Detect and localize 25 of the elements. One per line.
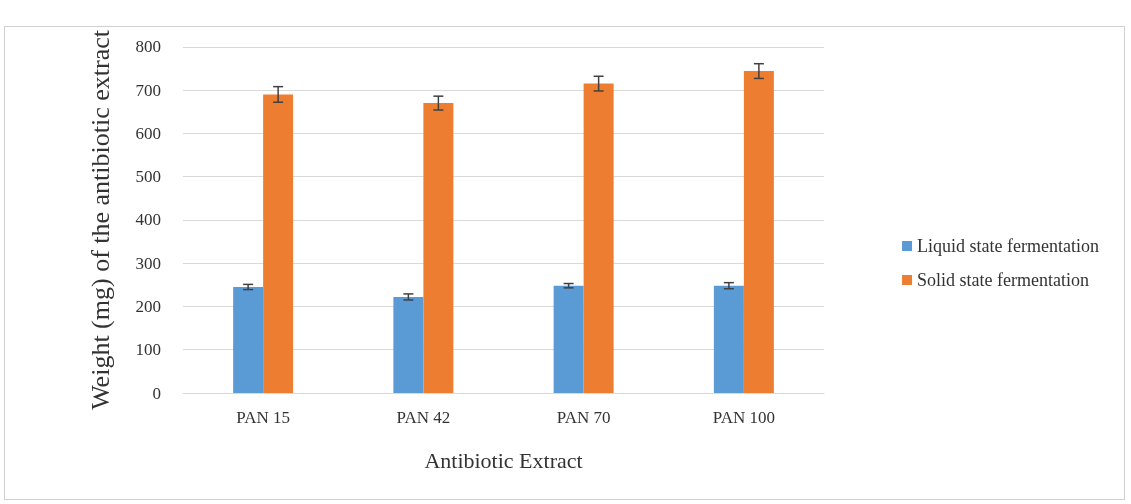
bar xyxy=(743,71,774,393)
legend-label: Liquid state fermentation xyxy=(917,236,1100,256)
y-tick-label: 700 xyxy=(135,80,161,100)
x-tick-label: PAN 15 xyxy=(236,408,290,427)
bar xyxy=(583,83,614,393)
y-tick-label: 300 xyxy=(135,253,161,273)
bar xyxy=(263,94,294,393)
x-tick-label: PAN 42 xyxy=(396,408,451,427)
y-tick-label: 800 xyxy=(135,37,161,57)
y-tick-label: 600 xyxy=(135,123,161,143)
y-tick-label: 400 xyxy=(135,210,161,230)
bar xyxy=(423,103,454,393)
x-tick-label: PAN 100 xyxy=(712,408,775,427)
bar xyxy=(393,296,424,393)
bar xyxy=(713,285,744,393)
legend-label: Solid state fermentation xyxy=(917,270,1090,290)
y-tick-label: 200 xyxy=(135,296,161,316)
bar xyxy=(553,285,584,393)
bar xyxy=(233,286,264,393)
y-axis-title: Weight (mg) of the antibiotic extract xyxy=(85,29,115,410)
x-axis-title: Antibiotic Extract xyxy=(424,447,583,473)
y-tick-label: 0 xyxy=(152,383,161,403)
x-tick-label: PAN 70 xyxy=(556,408,611,427)
y-tick-label: 100 xyxy=(135,340,161,360)
y-tick-label: 500 xyxy=(135,167,161,187)
